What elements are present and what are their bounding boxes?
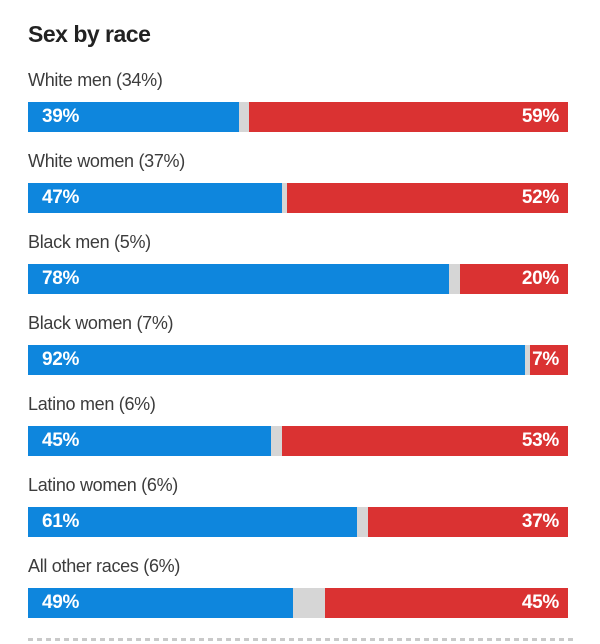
- chart-row: White men (34%) 39% 59%: [28, 68, 568, 132]
- chart-row: White women (37%) 47% 52%: [28, 149, 568, 213]
- blue-bar-segment: 39%: [28, 102, 239, 132]
- red-bar-segment: 45%: [325, 588, 568, 618]
- bar-track: 92% 7%: [28, 345, 568, 375]
- category-label: Black women (7%): [28, 313, 174, 333]
- red-bar-segment: 53%: [281, 426, 568, 456]
- red-bar-segment: 37%: [368, 507, 568, 537]
- bar-track: 45% 53%: [28, 426, 568, 456]
- category-label: White women (37%): [28, 151, 185, 171]
- category-label: Latino women (6%): [28, 475, 178, 495]
- blue-bar-segment: 92%: [28, 345, 525, 375]
- dotted-divider: [28, 638, 573, 641]
- red-bar-segment: 7%: [530, 345, 568, 375]
- bar-track: 61% 37%: [28, 507, 568, 537]
- blue-bar-segment: 47%: [28, 183, 282, 213]
- bar-track: 47% 52%: [28, 183, 568, 213]
- chart-row: Black men (5%) 78% 20%: [28, 230, 568, 294]
- category-label: Latino men (6%): [28, 394, 156, 414]
- bar-track: 78% 20%: [28, 264, 568, 294]
- chart-row: Black women (7%) 92% 7%: [28, 311, 568, 375]
- blue-bar-segment: 49%: [28, 588, 293, 618]
- chart-title: Sex by race: [28, 21, 151, 47]
- red-bar-segment: 52%: [287, 183, 568, 213]
- category-label: Black men (5%): [28, 232, 151, 252]
- blue-bar-segment: 45%: [28, 426, 271, 456]
- category-label: White men (34%): [28, 70, 163, 90]
- bar-track: 49% 45%: [28, 588, 568, 618]
- red-bar-segment: 59%: [249, 102, 568, 132]
- chart-row: All other races (6%) 49% 45%: [28, 554, 568, 618]
- blue-bar-segment: 78%: [28, 264, 450, 294]
- bar-track: 39% 59%: [28, 102, 568, 132]
- chart-row: Latino men (6%) 45% 53%: [28, 392, 568, 456]
- chart-row: Latino women (6%) 61% 37%: [28, 473, 568, 537]
- chart-container: Sex by race White men (34%) 39% 59% Whit…: [28, 20, 573, 641]
- red-bar-segment: 20%: [460, 264, 568, 294]
- category-label: All other races (6%): [28, 556, 181, 576]
- blue-bar-segment: 61%: [28, 507, 358, 537]
